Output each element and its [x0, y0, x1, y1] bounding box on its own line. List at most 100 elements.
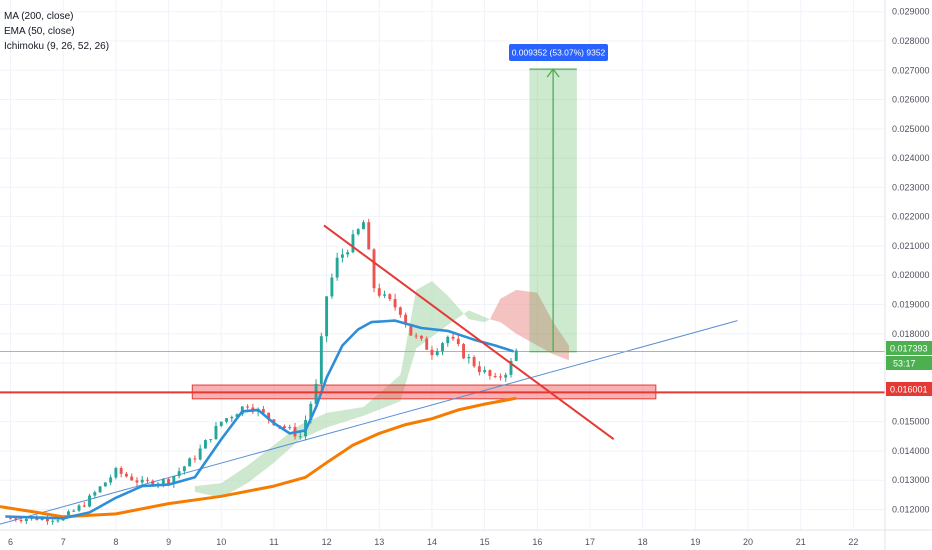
candle-up — [504, 372, 508, 382]
candle-up — [209, 439, 213, 443]
x-tick-label: 20 — [743, 537, 753, 547]
candle-body — [430, 349, 434, 356]
ichimoku-cloud-bearish — [489, 289, 569, 361]
candle-body — [219, 421, 223, 426]
candle-body — [372, 249, 376, 289]
x-tick-label: 14 — [427, 537, 437, 547]
y-axis[interactable]: 0.029000 0.028000 0.027000 0.026000 0.025000… — [892, 7, 930, 515]
candle-body — [367, 222, 371, 250]
candle-up — [88, 493, 92, 508]
candle-body — [393, 299, 397, 308]
candle-up — [172, 475, 176, 488]
candle-up — [330, 273, 334, 299]
candle-down — [472, 355, 476, 368]
candle-up — [362, 220, 365, 230]
candle-up — [346, 249, 350, 258]
candle-body — [498, 376, 502, 378]
candle-body — [346, 252, 350, 255]
candle-body — [356, 229, 360, 235]
candle-down — [45, 514, 49, 525]
candle-up — [335, 252, 339, 281]
y-tick-label: 0.018000 — [892, 329, 930, 339]
candle-up — [93, 490, 97, 499]
candle-body — [203, 440, 207, 449]
candle-down — [498, 373, 502, 381]
candle-down — [372, 248, 376, 293]
candle-body — [24, 518, 28, 522]
candle-up — [435, 348, 439, 357]
candle-down — [462, 342, 466, 360]
y-tick-label: 0.012000 — [892, 505, 930, 515]
candle-up — [98, 485, 102, 494]
candle-body — [462, 344, 466, 359]
candle-body — [456, 338, 460, 345]
x-tick-label: 7 — [61, 537, 66, 547]
candle-body — [198, 448, 202, 460]
measure-label-bg — [509, 44, 608, 61]
y-tick-label: 0.023000 — [892, 182, 930, 192]
candle-body — [477, 366, 481, 373]
candle-down — [251, 403, 255, 415]
countdown-tag: 53:17 — [886, 356, 932, 370]
candle-up — [340, 248, 344, 263]
candle-body — [472, 357, 476, 367]
candle-body — [340, 254, 344, 258]
candle-body — [98, 486, 102, 493]
legend-ichimoku[interactable]: Ichimoku (9, 26, 52, 26) — [4, 41, 110, 52]
candle-body — [446, 336, 450, 344]
candle-down — [146, 477, 149, 484]
candle-down — [377, 283, 381, 298]
x-tick-label: 13 — [374, 537, 384, 547]
candle-body — [88, 495, 92, 507]
candle-up — [467, 353, 471, 364]
candle-down — [82, 501, 86, 508]
candle-body — [335, 257, 339, 278]
candle-body — [288, 427, 292, 429]
measure-label-text: 0.009352 (53.07%) 9352 — [512, 48, 606, 58]
candlestick-series — [9, 218, 518, 525]
y-tick-label: 0.020000 — [892, 270, 930, 280]
candle-body — [119, 468, 123, 474]
x-axis[interactable]: 6 7 8 9 10 11 12 13 14 15 16 17 18 19 20 21 22 — [8, 537, 858, 547]
candle-body — [130, 476, 134, 481]
candle-body — [283, 426, 286, 429]
candle-down — [493, 372, 497, 379]
candle-up — [51, 519, 55, 525]
candle-body — [483, 370, 487, 373]
candle-up — [230, 415, 234, 423]
candle-up — [77, 504, 81, 512]
candle-body — [56, 520, 60, 522]
candle-up — [56, 518, 60, 523]
candle-body — [467, 357, 471, 359]
ma200-line — [0, 396, 517, 519]
ascending-trend-line[interactable] — [0, 320, 738, 525]
ema50-line — [5, 319, 514, 520]
legend-ma[interactable]: MA (200, close) — [4, 11, 74, 22]
x-tick-label: 12 — [322, 537, 332, 547]
candle-up — [72, 509, 76, 512]
candle-body — [225, 418, 228, 422]
candle-down — [430, 345, 434, 360]
y-tick-label: 0.029000 — [892, 7, 930, 17]
candle-up — [383, 290, 387, 299]
y-tick-label: 0.013000 — [892, 475, 930, 485]
candle-up — [203, 439, 207, 449]
candle-body — [167, 479, 171, 484]
candle-body — [330, 277, 334, 297]
candle-body — [488, 370, 492, 376]
candle-body — [309, 403, 313, 421]
descending-resistance-line[interactable] — [323, 224, 615, 441]
legend-ema[interactable]: EMA (50, close) — [4, 26, 75, 37]
candle-up — [325, 295, 329, 343]
candle-body — [298, 436, 302, 438]
candle-body — [72, 510, 76, 512]
last-price-tag-bg — [886, 341, 932, 355]
countdown-tag-text: 53:17 — [893, 359, 916, 369]
candle-body — [419, 335, 423, 339]
candle-body — [40, 517, 44, 521]
candle-body — [109, 477, 113, 483]
grid-lines — [0, 0, 885, 530]
measure-label[interactable]: 0.009352 (53.07%) 9352 — [509, 44, 608, 61]
candle-body — [214, 425, 218, 440]
